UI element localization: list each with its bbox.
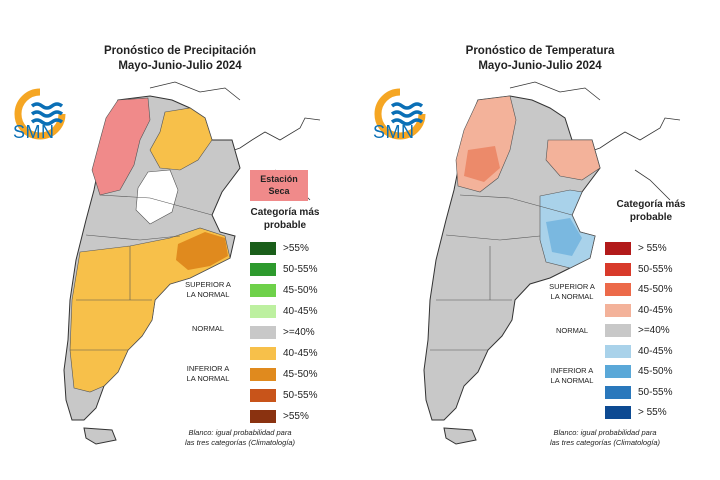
legend-swatch	[250, 305, 276, 318]
legend-label: 50-55%	[638, 386, 673, 398]
legend-swatch	[250, 410, 276, 423]
smn-logo-text: SMN	[13, 122, 55, 142]
temperature-legend-title: Categoría más probable	[616, 199, 686, 223]
below-normal-region-north	[149, 107, 213, 171]
legend-label: 40-45%	[283, 348, 318, 359]
legend-swatch	[605, 365, 631, 378]
legend-swatch	[605, 324, 631, 337]
legend-label: >=40%	[638, 325, 670, 336]
coastline-line	[579, 117, 681, 156]
legend-swatch	[605, 242, 631, 255]
legend-swatch	[605, 283, 631, 296]
legend-label: > 55%	[638, 243, 667, 254]
legend-swatch	[250, 389, 276, 402]
province-line	[99, 194, 213, 216]
above-normal-strong-region	[464, 146, 500, 182]
coastline-line	[634, 169, 671, 201]
legend-swatch	[605, 303, 631, 317]
temperature-superior-label: SUPERIOR A LA NORMAL	[549, 282, 595, 301]
tierra-del-fuego	[443, 427, 477, 445]
precipitation-inferior-label: INFERIOR A LA NORMAL	[186, 364, 230, 383]
legend-label: >=40%	[283, 327, 315, 338]
border-line	[149, 81, 241, 101]
precipitation-legend-title: Categoría más probable	[250, 207, 320, 231]
legend-swatch	[250, 242, 276, 255]
temperature-normal-label: NORMAL	[555, 326, 589, 335]
coastline-line	[219, 117, 321, 156]
legend-swatch	[250, 347, 276, 360]
legend-label: 40-45%	[283, 306, 318, 317]
province-line	[459, 194, 573, 216]
legend-label: 40-45%	[638, 304, 673, 316]
smn-logo-icon	[14, 88, 66, 140]
legend-label: > 55%	[638, 407, 667, 418]
precipitation-title: Pronóstico de Precipitación Mayo-Junio-J…	[103, 45, 257, 72]
legend-label: 45-50%	[283, 369, 318, 380]
precipitation-panel: Pronóstico de Precipitación Mayo-Junio-J…	[13, 45, 321, 447]
precipitation-superior-label: SUPERIOR A LA NORMAL	[185, 280, 231, 299]
smn-logo-text: SMN	[373, 122, 415, 142]
province-line	[445, 234, 541, 241]
temperature-map	[423, 81, 681, 445]
dry-season-label: Estación Seca	[250, 170, 308, 201]
climatology-region	[135, 169, 179, 225]
legend-label: >55%	[283, 243, 309, 254]
below-normal-strong-region	[176, 232, 228, 270]
legend-swatch	[605, 262, 631, 276]
temperature-panel: Pronóstico de Temperatura Mayo-Junio-Jul…	[360, 0, 720, 480]
legend-swatch	[250, 263, 276, 276]
legend-swatch	[605, 406, 631, 419]
legend-swatch	[605, 344, 631, 358]
legend-label: >55%	[283, 411, 309, 422]
legend-label: 50-55%	[283, 264, 318, 275]
temperature-title: Pronóstico de Temperatura Mayo-Junio-Jul…	[465, 45, 615, 72]
smn-logo-icon	[374, 88, 426, 140]
legend-swatch	[605, 385, 631, 399]
legend-label: 40-45%	[638, 345, 673, 357]
legend-swatch	[250, 326, 276, 339]
tierra-del-fuego	[83, 427, 117, 445]
legend-swatch	[250, 368, 276, 381]
precipitation-note: Blanco: igual probabilidad para las tres…	[184, 428, 296, 447]
above-normal-region-northeast	[545, 139, 601, 181]
dry-season-region	[91, 97, 151, 196]
province-line	[85, 234, 181, 241]
legend-swatch	[250, 284, 276, 297]
below-normal-strong-region	[546, 218, 582, 256]
legend-label: 45-50%	[283, 285, 318, 296]
temperature-inferior-label: INFERIOR A LA NORMAL	[550, 366, 594, 385]
legend-label: 50-55%	[638, 263, 673, 275]
border-line	[509, 81, 601, 101]
temperature-note: Blanco: igual probabilidad para las tres…	[549, 428, 661, 447]
legend-label: 45-50%	[638, 366, 673, 377]
legend-label: 50-55%	[283, 390, 318, 401]
precipitation-normal-label: NORMAL	[191, 324, 225, 333]
precipitation-map	[63, 81, 321, 445]
legend-label: 45-50%	[638, 284, 673, 295]
